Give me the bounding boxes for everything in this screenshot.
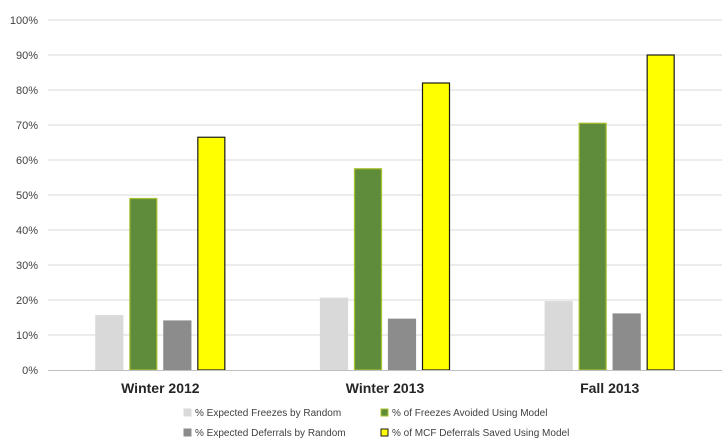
bar	[163, 320, 192, 371]
y-tick-label: 90%	[16, 50, 38, 62]
bar	[578, 122, 607, 371]
bar	[646, 54, 675, 371]
legend: % Expected Freezes by Random % of Freezes…	[183, 408, 569, 439]
bar	[544, 301, 573, 371]
y-tick-label: 0%	[22, 365, 38, 377]
category-label: Winter 2013	[346, 380, 425, 396]
y-tick-label: 80%	[16, 85, 38, 97]
bar	[95, 315, 124, 371]
bar	[129, 197, 158, 371]
bar	[353, 168, 383, 371]
y-tick-label: 40%	[16, 225, 38, 237]
bar	[197, 136, 226, 371]
category-labels: Winter 2012 Winter 2013 Fall 2013	[121, 380, 639, 396]
y-tick-label: 30%	[16, 260, 38, 272]
legend-label: % of MCF Deferrals Saved Using Model	[392, 428, 569, 439]
y-tick-label: 60%	[16, 155, 38, 167]
legend-swatch	[380, 408, 389, 417]
legend-swatch	[183, 428, 192, 437]
y-tick-label: 20%	[16, 295, 38, 307]
gridlines	[48, 19, 722, 336]
y-tick-label: 70%	[16, 120, 38, 132]
legend-label: % of Freezes Avoided Using Model	[392, 408, 547, 419]
category-label: Fall 2013	[580, 380, 639, 396]
bar	[319, 297, 349, 371]
legend-swatch	[183, 408, 192, 417]
legend-label: % Expected Deferrals by Random	[195, 428, 346, 439]
bar	[421, 82, 451, 371]
y-tick-label: 100%	[10, 15, 38, 27]
bars	[95, 54, 675, 371]
legend-swatch	[380, 428, 389, 437]
y-tick-label: 10%	[16, 330, 38, 342]
y-tick-label: 50%	[16, 190, 38, 202]
y-axis-tick-labels: 0% 10% 20% 30% 40% 50% 60% 70% 80% 90% 100%	[10, 15, 38, 377]
bar	[612, 313, 641, 371]
category-label: Winter 2012	[121, 380, 200, 396]
bar	[387, 318, 417, 371]
legend-label: % Expected Freezes by Random	[195, 408, 341, 419]
